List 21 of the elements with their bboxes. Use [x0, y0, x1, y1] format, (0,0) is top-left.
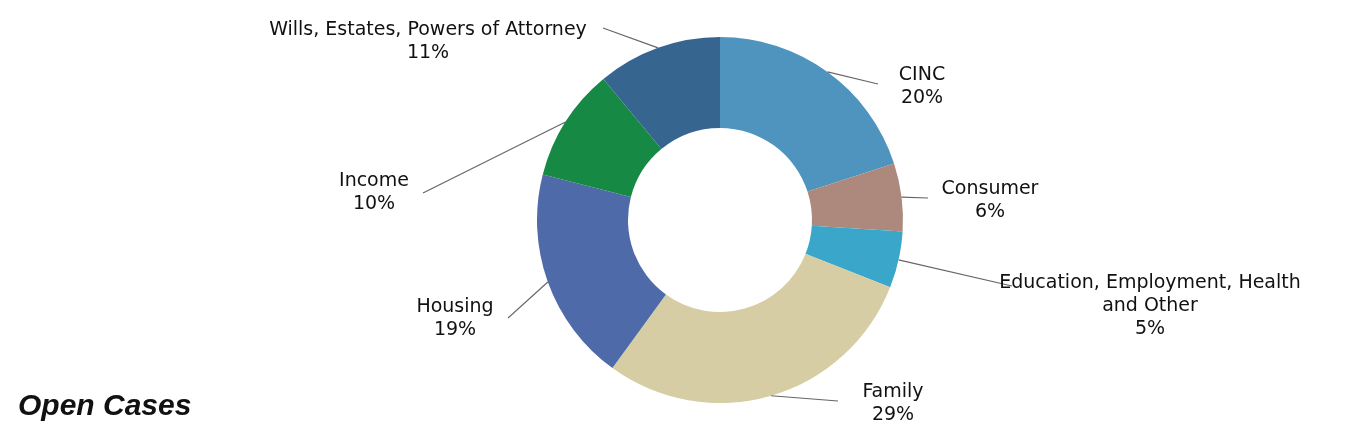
- donut-slice: [542, 79, 662, 198]
- slice-label: Wills, Estates, Powers of Attorney: [269, 16, 587, 39]
- data-label: 19%: [433, 316, 477, 339]
- donut-slice: [807, 163, 903, 232]
- data-label: 20%: [900, 84, 944, 107]
- data-label: 11%: [406, 39, 450, 62]
- slice-label: Housing: [416, 293, 494, 316]
- data-label: 29%: [871, 401, 915, 424]
- text: Open Cases: [18, 388, 192, 422]
- data-label: 6%: [974, 198, 1006, 221]
- donut-slice: [537, 174, 666, 369]
- data-label: 5%: [1134, 316, 1166, 338]
- slice-label: Family: [862, 378, 924, 401]
- slice-label: CINC: [898, 61, 946, 84]
- donut-slice: [720, 37, 895, 192]
- donut-slice: [603, 37, 720, 150]
- slice-label: Income: [339, 167, 409, 190]
- donut-slice: [805, 225, 903, 288]
- slice-label: Consumer: [941, 175, 1039, 198]
- slice-label: Education, Employment, Health and Other: [999, 270, 1301, 315]
- data-label: 10%: [352, 190, 396, 213]
